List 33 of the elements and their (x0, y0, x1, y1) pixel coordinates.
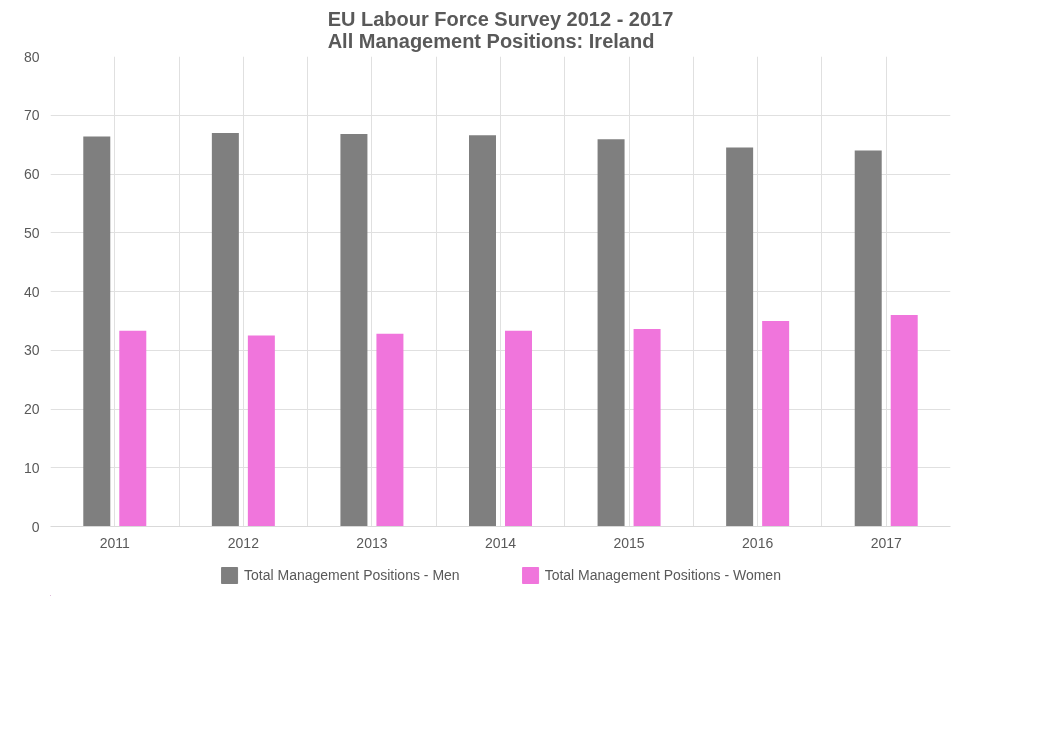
bar (83, 136, 111, 527)
bar (119, 330, 147, 527)
x-tick-label: 2015 (613, 534, 645, 551)
bar (726, 147, 754, 527)
y-tick-label: 60 (23, 166, 40, 182)
chart-title: EU Labour Force Survey 2012 - 2017 All Management Positions: Ireland (327, 7, 674, 52)
bar (890, 315, 918, 527)
y-tick-label: 70 (23, 107, 40, 124)
y-tick-label: 50 (23, 224, 40, 241)
bar (376, 333, 404, 527)
bar (211, 132, 239, 527)
bar (854, 150, 882, 527)
bar (597, 139, 625, 527)
bar (762, 320, 790, 527)
x-tick-label: 2011 (99, 534, 131, 551)
x-tick-label: 2017 (870, 534, 902, 551)
y-tick-label: 10 (23, 459, 40, 476)
bar (247, 335, 275, 527)
y-tick-label: 40 (23, 283, 40, 300)
y-tick-label: 0 (31, 518, 40, 535)
legend-label: Total Management Positions - Women (544, 567, 781, 583)
legend-label: Total Management Positions - Men (244, 567, 460, 583)
y-tick-label: 20 (23, 401, 40, 417)
bar (469, 135, 496, 527)
y-tick-label: 80 (23, 48, 40, 65)
bar (340, 134, 368, 527)
x-tick-label: 2012 (227, 534, 260, 551)
bar (505, 330, 532, 527)
bar (633, 329, 661, 527)
x-tick-label: 2016 (742, 534, 774, 551)
y-tick-label: 30 (23, 342, 40, 359)
x-tick-label: 2014 (484, 534, 517, 551)
x-tick-label: 2013 (356, 534, 388, 551)
